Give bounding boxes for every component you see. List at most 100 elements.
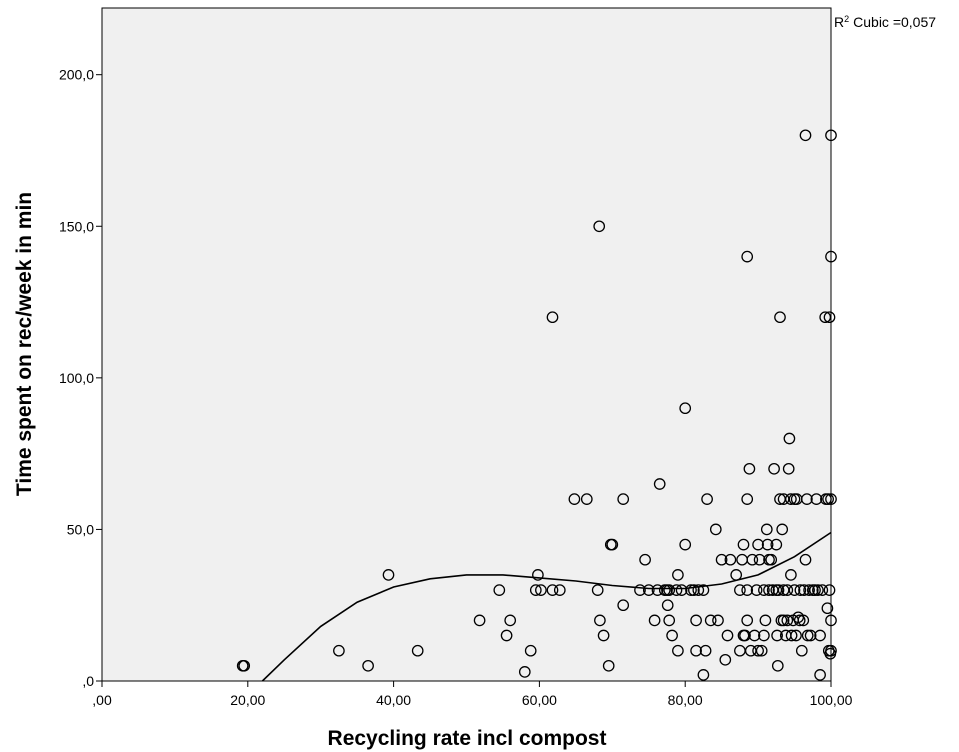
data-point [741, 493, 754, 505]
data-point [763, 584, 775, 596]
data-point [699, 644, 712, 657]
data-point [774, 311, 786, 324]
data-point [594, 614, 606, 627]
plot-area [101, 7, 832, 682]
data-point [741, 584, 754, 596]
data-point [730, 569, 743, 581]
data-point [639, 553, 651, 566]
data-point [777, 614, 790, 627]
data-point [721, 629, 734, 642]
data-point [524, 644, 537, 657]
x-tick-label: ,00 [92, 692, 112, 708]
y-tick-label: 200,0 [59, 67, 94, 83]
data-point [814, 629, 826, 642]
data-point [825, 614, 837, 627]
data-point [504, 614, 517, 627]
r2-value: Cubic =0,057 [853, 14, 936, 30]
data-point [794, 584, 807, 596]
y-tick-label: ,0 [82, 673, 94, 689]
data-point [790, 629, 802, 642]
data-point [825, 250, 837, 263]
data-point [804, 629, 817, 642]
data-point [752, 644, 764, 657]
data-point [546, 584, 559, 596]
data-point [606, 538, 619, 551]
data-point [546, 311, 559, 324]
y-tick-label: 50,0 [67, 521, 94, 537]
data-point [653, 478, 666, 490]
data-point [809, 584, 821, 596]
data-point [661, 599, 674, 612]
data-point [758, 584, 770, 596]
data-point [704, 614, 717, 627]
data-point [553, 584, 566, 596]
x-tick-label: 20,00 [230, 692, 265, 708]
data-points [236, 129, 837, 681]
data-point [382, 569, 395, 581]
data-point [535, 584, 547, 596]
data-point [602, 659, 615, 672]
data-point [816, 584, 829, 596]
y-axis-title: Time spent on rec/week in min [13, 192, 36, 496]
data-point [776, 523, 789, 536]
data-point [362, 659, 374, 672]
data-point [568, 493, 581, 505]
data-point [493, 584, 506, 596]
data-point [734, 584, 746, 596]
data-point [685, 584, 697, 596]
data-point [672, 569, 684, 581]
data-point [688, 584, 700, 596]
x-tick-label: 80,00 [668, 692, 703, 708]
data-point [825, 493, 837, 505]
data-point [741, 250, 754, 263]
r2-label: R2 Cubic =0,057 [834, 14, 936, 30]
data-point [532, 569, 544, 581]
data-point [748, 629, 761, 642]
y-tick-label: 100,0 [59, 370, 94, 386]
data-point [591, 584, 604, 596]
data-point [822, 493, 834, 505]
data-point [724, 553, 737, 566]
data-point [529, 584, 542, 596]
data-point [750, 584, 763, 596]
data-point [670, 584, 683, 596]
data-point [593, 220, 606, 233]
data-point [697, 584, 710, 596]
data-point [692, 584, 705, 596]
data-point [753, 553, 766, 566]
data-point [697, 669, 710, 681]
data-point [783, 432, 796, 445]
r2-symbol: R [834, 14, 844, 30]
data-point [743, 462, 756, 475]
data-point [765, 553, 778, 566]
data-point [785, 493, 797, 505]
data-point [772, 584, 785, 596]
data-point [238, 659, 251, 672]
data-point [690, 614, 702, 627]
data-point [797, 614, 810, 627]
x-axis-ticks: ,00 20,00 40,00 60,00 80,00 100,00 [92, 681, 853, 708]
data-point [648, 614, 661, 627]
cubic-fit-line [261, 531, 832, 682]
data-point [771, 629, 783, 642]
data-point [617, 493, 630, 505]
data-point [500, 629, 513, 642]
data-point [663, 584, 676, 596]
x-tick-label: 100,00 [810, 692, 853, 708]
data-point [709, 523, 722, 536]
data-point [799, 129, 812, 142]
data-point [701, 493, 713, 505]
data-point [758, 629, 770, 642]
data-point [825, 129, 837, 142]
data-point [675, 584, 688, 596]
data-point [793, 614, 806, 627]
data-point [761, 538, 774, 551]
data-point [679, 538, 692, 551]
data-point [518, 666, 531, 678]
data-point [719, 653, 732, 666]
data-point [666, 629, 678, 642]
data-point [785, 569, 797, 581]
x-tick-label: 40,00 [376, 692, 411, 708]
data-point [597, 629, 610, 642]
